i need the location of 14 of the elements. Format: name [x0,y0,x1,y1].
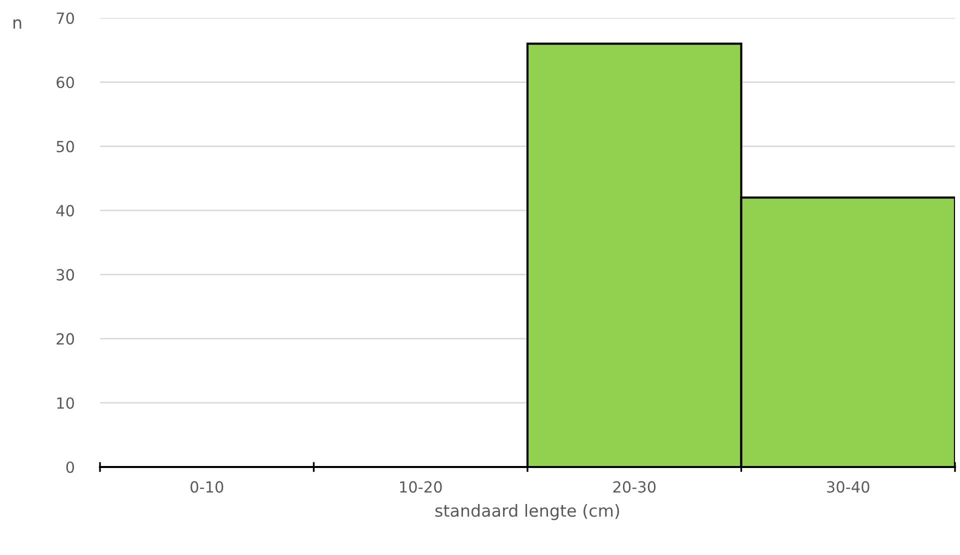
y-tick-label: 10 [57,397,74,409]
y-tick-label: 0 [66,461,74,474]
y-tick-label: 20 [56,333,74,345]
x-tick-label: 30-40 [827,481,870,493]
x-tick-label: 0-10 [190,481,224,493]
y-tick-label: 30 [56,269,74,281]
x-tick-label: 20-30 [613,481,656,493]
y-axis-title: n [14,19,22,29]
y-tick-label: 50 [56,140,74,152]
y-tick-label: 40 [56,204,74,216]
x-tick-label: 10-20 [400,481,442,493]
y-tick-label: 70 [56,12,74,24]
x-axis-title: standaard lengte (cm) [435,504,620,520]
y-tick-label: 60 [56,76,74,88]
